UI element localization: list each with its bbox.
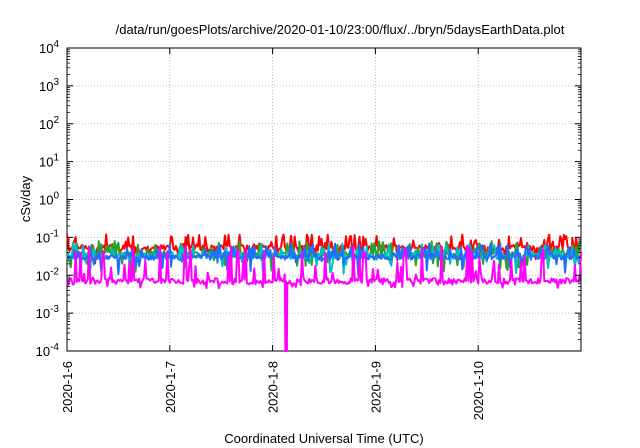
grid-layer bbox=[67, 48, 581, 351]
plot-frame bbox=[66, 47, 582, 352]
x-tick-label: 2020-1-10 bbox=[471, 361, 486, 420]
y-axis-label: cSv/day bbox=[18, 175, 33, 222]
y-axis-ticks: 10-4 10-3 10-2 10-1 100 101 102 103 104 bbox=[36, 39, 581, 359]
y-tick-label: 10-4 bbox=[36, 342, 60, 359]
y-tick-label: 10-1 bbox=[36, 228, 60, 245]
y-tick-label: 104 bbox=[39, 39, 59, 56]
series-line bbox=[66, 244, 582, 352]
y-tick-label: 10-3 bbox=[36, 304, 60, 321]
series-layer bbox=[66, 233, 582, 352]
y-tick-label: 100 bbox=[39, 191, 59, 208]
chart-title: /data/run/goesPlots/archive/2020-01-10/2… bbox=[116, 22, 565, 37]
x-tick-label: 2020-1-7 bbox=[163, 361, 178, 413]
x-tick-label: 2020-1-8 bbox=[266, 361, 281, 413]
y-tick-label: 101 bbox=[39, 153, 59, 170]
x-axis-label: Coordinated Universal Time (UTC) bbox=[224, 431, 423, 446]
x-tick-label: 2020-1-6 bbox=[60, 361, 75, 413]
y-tick-label: 102 bbox=[39, 115, 59, 132]
y-tick-label: 10-2 bbox=[36, 266, 60, 283]
x-axis-ticks: 2020-1-6 2020-1-7 2020-1-8 2020-1-9 2020-1-1… bbox=[60, 48, 486, 420]
x-tick-label: 2020-1-9 bbox=[368, 361, 383, 413]
y-tick-label: 103 bbox=[39, 77, 59, 94]
